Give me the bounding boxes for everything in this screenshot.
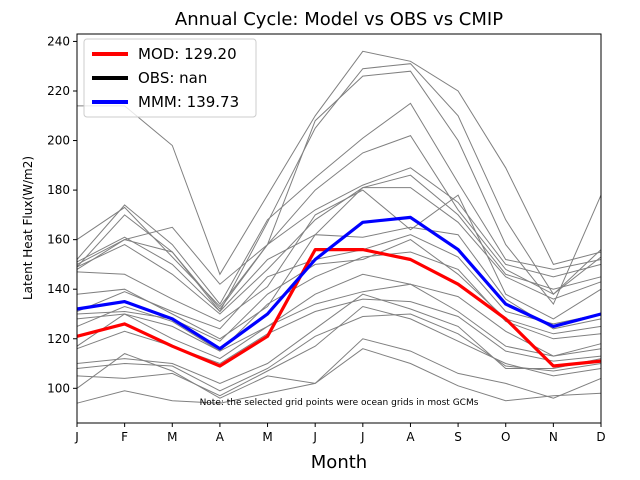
series-layer [76, 215, 602, 368]
legend-label-mod: MOD: 129.20 [138, 45, 237, 63]
y-axis-label: Latent Heat Flux(W/m2) [21, 156, 35, 300]
x-tick-label: O [501, 430, 510, 444]
x-tick-label: M [262, 430, 272, 444]
cmip-model-line-7 [76, 174, 602, 315]
cmip-model-line-13 [76, 251, 602, 352]
x-tick-label: J [360, 430, 365, 444]
x-tick-label: N [549, 430, 558, 444]
cmip-model-line-3 [76, 70, 602, 306]
x-tick-label: A [216, 430, 225, 444]
plot-frame [76, 33, 602, 424]
cmip-model-line-11 [76, 234, 602, 330]
cmip-model-line-21 [76, 348, 602, 404]
series-line-mod [76, 248, 602, 368]
legend-label-obs: OBS: nan [138, 69, 207, 87]
y-tick-label: 100 [47, 381, 70, 395]
cmip-model-line-1 [77, 50, 602, 276]
x-axis-label: Month [311, 452, 367, 473]
x-tick-label: D [596, 430, 605, 444]
cmip-model-line-18 [76, 313, 602, 392]
x-tick-label: J [74, 430, 79, 444]
y-axis: 100 120 140 160 180 200 220 240 [47, 34, 77, 395]
series-line-mmm [76, 215, 602, 351]
chart-title: Annual Cycle: Model vs OBS vs CMIP [175, 9, 503, 30]
y-tick-label: 240 [47, 34, 70, 48]
cmip-model-line-6 [76, 167, 602, 310]
cmip-model-line-5 [76, 134, 602, 308]
y-tick-label: 140 [47, 282, 70, 296]
cmip-model-line-20 [76, 338, 602, 399]
x-tick-label: A [406, 430, 415, 444]
cmip-model-line-19 [76, 305, 602, 397]
y-tick-label: 120 [47, 332, 70, 346]
legend-label-mmm: MMM: 139.73 [138, 93, 239, 111]
cmip-model-line-17 [76, 293, 602, 384]
cmip-model-line-15 [76, 283, 602, 360]
x-tick-label: S [454, 430, 462, 444]
cmip-model-line-4 [76, 102, 602, 305]
x-tick-label: J [312, 430, 317, 444]
cmip-model-line-14 [76, 273, 602, 357]
cmip-model-line-16 [76, 298, 602, 365]
cmip-model-line-8 [76, 187, 602, 313]
y-tick-label: 160 [47, 233, 70, 247]
y-tick-label: 200 [47, 134, 70, 148]
x-tick-label: M [167, 430, 177, 444]
y-tick-label: 180 [47, 183, 70, 197]
cmip-model-line-9 [76, 189, 602, 322]
chart-annotation: Note: the selected grid points were ocea… [200, 398, 479, 408]
x-tick-label: F [121, 430, 128, 444]
legend: MOD: 129.20 OBS: nan MMM: 139.73 [83, 38, 257, 118]
y-tick-label: 220 [47, 84, 70, 98]
legend-box [83, 38, 257, 118]
cmip-model-line-10 [76, 226, 602, 340]
